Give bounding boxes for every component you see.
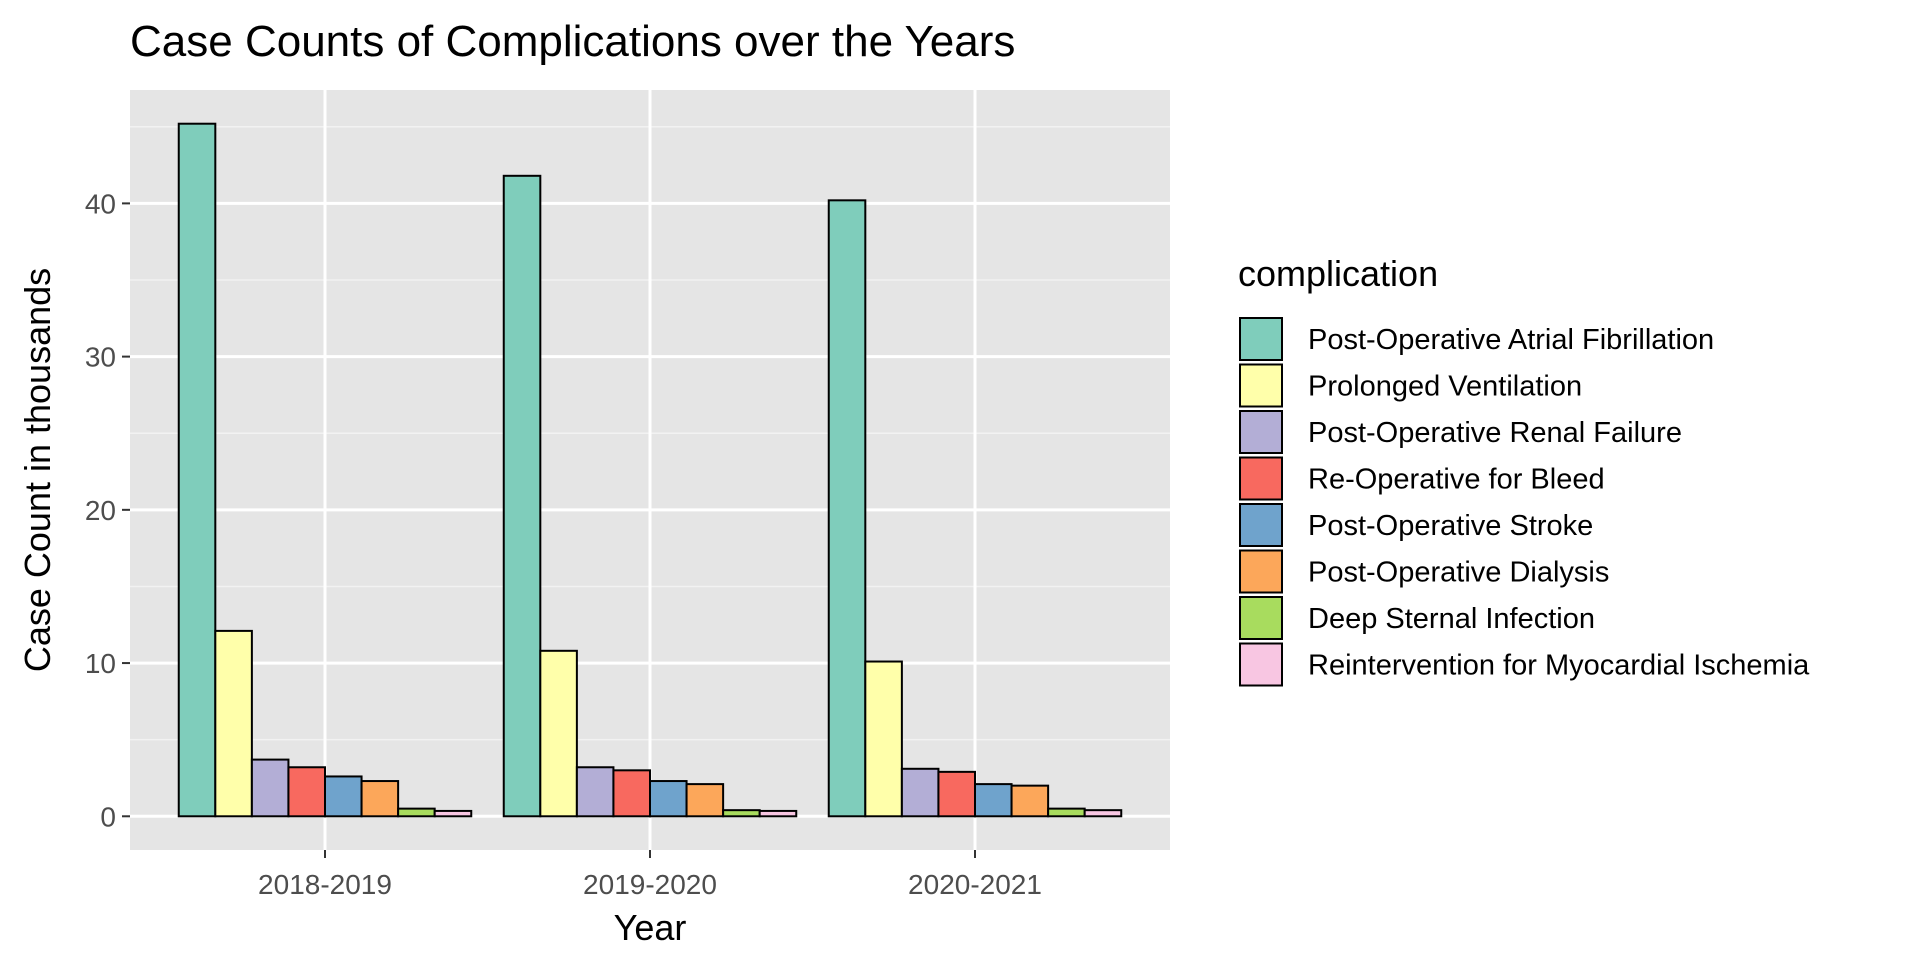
- x-axis: 2018-2019 2019-2020 2020-2021: [258, 850, 1042, 900]
- bar: [937, 770, 976, 818]
- y-axis-title: Case Count in thousands: [17, 268, 58, 672]
- x-tick-label: 2020-2021: [908, 869, 1042, 900]
- legend-swatch: [1239, 363, 1283, 408]
- bar: [324, 775, 363, 818]
- bar: [1083, 809, 1123, 818]
- bar: [685, 783, 725, 818]
- bar: [1010, 784, 1050, 818]
- bar: [864, 660, 903, 818]
- y-tick-label: 20: [85, 495, 116, 526]
- bar: [360, 780, 400, 818]
- legend-swatch: [1239, 642, 1283, 687]
- bar: [900, 767, 940, 818]
- bar: [1047, 807, 1086, 818]
- bar: [433, 809, 473, 818]
- legend-swatch: [1239, 549, 1283, 594]
- bar: [250, 758, 290, 818]
- bar: [612, 769, 651, 818]
- legend-label: Post-Operative Dialysis: [1308, 557, 1609, 589]
- legend-swatch: [1239, 503, 1283, 547]
- bar: [287, 766, 326, 818]
- bar: [649, 780, 688, 818]
- legend-label: Post-Operative Atrial Fibrillation: [1308, 324, 1714, 356]
- legend-label: Post-Operative Stroke: [1308, 510, 1593, 542]
- bar: [502, 174, 542, 818]
- x-axis-title: Year: [614, 907, 687, 948]
- legend-label: Reintervention for Myocardial Ischemia: [1308, 650, 1810, 682]
- legend-label: Post-Operative Renal Failure: [1308, 417, 1682, 449]
- chart-title: Case Counts of Complications over the Ye…: [130, 17, 1015, 66]
- bar: [722, 809, 761, 818]
- legend: complication Post-Operative Atrial Fibri…: [1238, 253, 1810, 687]
- y-tick-label: 40: [85, 188, 116, 219]
- y-tick-label: 0: [100, 801, 116, 832]
- legend-label: Prolonged Ventilation: [1308, 371, 1582, 403]
- bar: [575, 766, 615, 818]
- y-axis: 0 10 20 30 40: [85, 188, 130, 832]
- bars: [177, 122, 1123, 818]
- bar: [397, 807, 436, 818]
- y-tick-label: 30: [85, 342, 116, 373]
- bar: [214, 629, 253, 818]
- legend-title: complication: [1238, 253, 1438, 294]
- bar: [758, 809, 798, 818]
- legend-label: Re-Operative for Bleed: [1308, 464, 1605, 496]
- legend-swatch: [1239, 456, 1283, 501]
- y-tick-label: 10: [85, 648, 116, 679]
- legend-swatch: [1239, 317, 1283, 361]
- bar: [827, 199, 867, 818]
- legend-swatch: [1239, 596, 1283, 640]
- grid-lines: [130, 90, 1170, 850]
- bar: [974, 783, 1013, 818]
- x-tick-label: 2018-2019: [258, 869, 392, 900]
- legend-label: Deep Sternal Infection: [1308, 603, 1595, 635]
- bar: [177, 122, 217, 818]
- bar: [539, 649, 578, 818]
- x-tick-label: 2019-2020: [583, 869, 717, 900]
- legend-swatch: [1239, 410, 1283, 454]
